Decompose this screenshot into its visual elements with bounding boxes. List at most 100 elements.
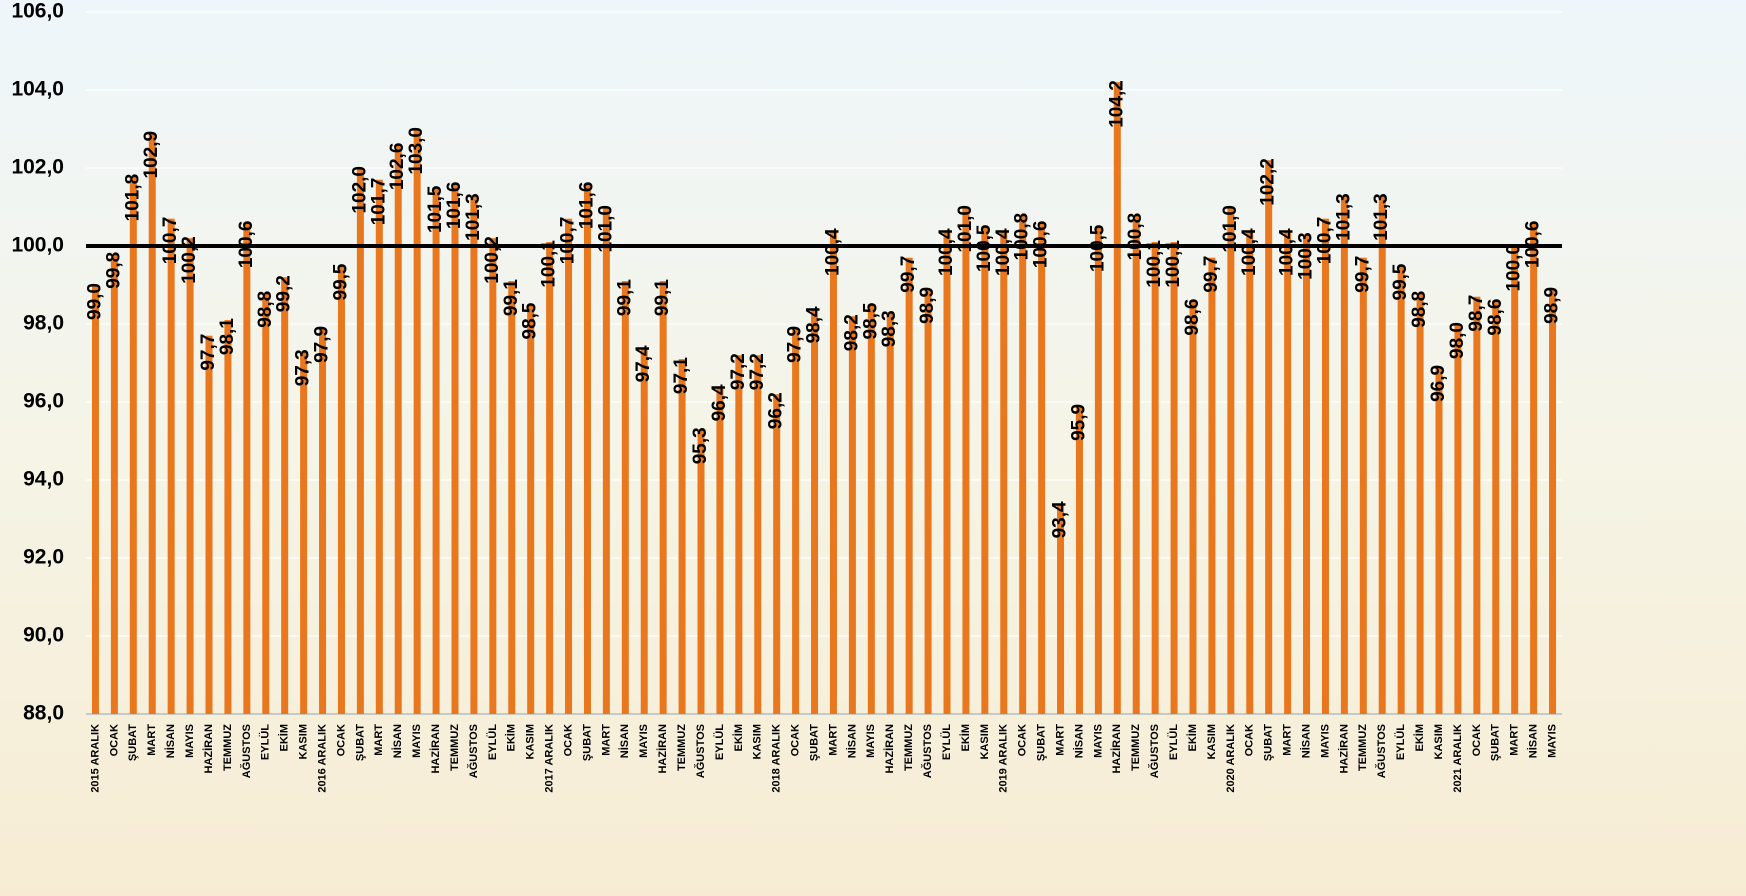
value-label: 101,6: [576, 182, 597, 230]
bar: [1378, 195, 1386, 715]
x-tick-label: ŞUBAT: [127, 724, 139, 761]
x-tick-label: MAYIS: [1546, 724, 1558, 758]
bar: [129, 175, 137, 715]
x-tick-label: HAZİRAN: [1337, 724, 1350, 774]
value-label: 97,3: [293, 349, 314, 386]
x-tick-label: HAZİRAN: [883, 724, 896, 774]
bar: [811, 308, 819, 714]
x-tick-label: KASIM: [298, 724, 310, 759]
value-label: 100,5: [974, 224, 995, 272]
bar: [1094, 226, 1102, 714]
x-tick-label: EKİM: [732, 724, 745, 752]
bar: [91, 285, 99, 714]
value-label: 100,2: [482, 236, 503, 284]
bar: [1038, 222, 1046, 714]
bar: [243, 222, 251, 714]
value-label: 100,7: [1314, 217, 1335, 265]
bar: [1265, 160, 1273, 714]
value-label: 100,1: [1163, 240, 1184, 288]
y-tick-label: 90,0: [23, 624, 64, 647]
x-tick-label: ŞUBAT: [354, 724, 366, 761]
x-tick-label: TEMMUZ: [903, 724, 915, 771]
x-tick-label: EKİM: [1413, 724, 1426, 752]
x-tick-label: NİSAN: [1299, 724, 1312, 758]
bar: [1057, 503, 1065, 714]
x-tick-label: 2018 ARALIK: [771, 724, 783, 793]
bar: [1473, 296, 1481, 714]
x-tick-label: MART: [1054, 724, 1066, 756]
value-label: 101,3: [1371, 193, 1392, 241]
value-label: 98,0: [1447, 322, 1468, 359]
value-label: 101,8: [122, 174, 143, 222]
bar: [716, 386, 724, 714]
value-label: 98,9: [917, 287, 938, 324]
x-tick-label: 2019 ARALIK: [998, 724, 1010, 793]
bar: [1549, 288, 1557, 714]
value-label: 101,3: [1333, 193, 1354, 241]
bar: [110, 253, 118, 715]
bar: [1019, 214, 1027, 715]
value-label: 98,2: [841, 314, 862, 351]
value-label: 98,6: [1182, 299, 1203, 336]
bar: [792, 327, 800, 714]
bar: [1208, 257, 1216, 714]
bar: [394, 144, 402, 715]
bar: [1170, 242, 1178, 714]
x-tick-label: AĞUSTOS: [1148, 724, 1161, 778]
x-tick-label: MART: [1282, 724, 1294, 756]
y-tick-label: 88,0: [23, 702, 64, 725]
value-label: 97,9: [312, 326, 333, 363]
x-tick-label: EYLÜL: [486, 724, 499, 760]
bar: [224, 320, 232, 714]
value-label: 96,4: [709, 384, 730, 421]
x-tick-label: ŞUBAT: [1036, 724, 1048, 761]
bar: [848, 316, 856, 714]
bar: [1000, 230, 1008, 714]
value-label: 95,9: [1068, 404, 1089, 441]
x-tick-label: 2017 ARALIK: [544, 724, 556, 793]
y-tick-label: 102,0: [11, 156, 64, 179]
y-tick-label: 92,0: [23, 546, 64, 569]
value-label: 99,7: [1352, 256, 1373, 293]
bar: [697, 429, 705, 714]
x-tick-label: NİSAN: [618, 724, 631, 758]
value-label: 101,6: [444, 182, 465, 230]
bar: [1113, 82, 1121, 714]
value-label: 100,4: [1239, 228, 1260, 276]
x-tick-label: NİSAN: [164, 724, 177, 758]
x-tick-label: 2020 ARALIK: [1225, 724, 1237, 793]
value-label: 97,1: [671, 357, 692, 394]
value-label: 98,4: [804, 306, 825, 343]
bar: [337, 265, 345, 714]
value-label: 100,4: [1277, 228, 1298, 276]
value-label: 95,3: [690, 427, 711, 464]
x-tick-label: OCAK: [108, 724, 120, 756]
x-tick-label: EYLÜL: [713, 724, 726, 760]
value-label: 97,2: [728, 353, 749, 390]
value-label: 100,6: [1031, 221, 1052, 269]
bar: [1246, 230, 1254, 714]
x-tick-label: KASIM: [979, 724, 991, 759]
value-label: 97,7: [198, 334, 219, 371]
value-label: 98,8: [255, 291, 276, 328]
x-tick-label: TEMMUZ: [676, 724, 688, 771]
bar: [489, 238, 497, 714]
bar: [413, 129, 421, 714]
x-tick-label: MART: [827, 724, 839, 756]
bar: [281, 277, 289, 714]
bar: [981, 226, 989, 714]
x-tick-label: MAYIS: [411, 724, 423, 758]
x-tick-label: MART: [1509, 724, 1521, 756]
bar: [754, 355, 762, 714]
x-tick-label: MAYIS: [1092, 724, 1104, 758]
value-label: 100,6: [236, 221, 257, 269]
x-tick-label: TEMMUZ: [449, 724, 461, 771]
value-label: 99,5: [330, 263, 351, 300]
bar: [205, 335, 213, 714]
x-tick-label: KASIM: [1433, 724, 1445, 759]
bar: [659, 281, 667, 714]
value-label: 100,3: [1296, 232, 1317, 280]
value-label: 98,9: [1542, 287, 1563, 324]
bar: [565, 218, 573, 714]
value-label: 93,4: [1050, 501, 1071, 538]
